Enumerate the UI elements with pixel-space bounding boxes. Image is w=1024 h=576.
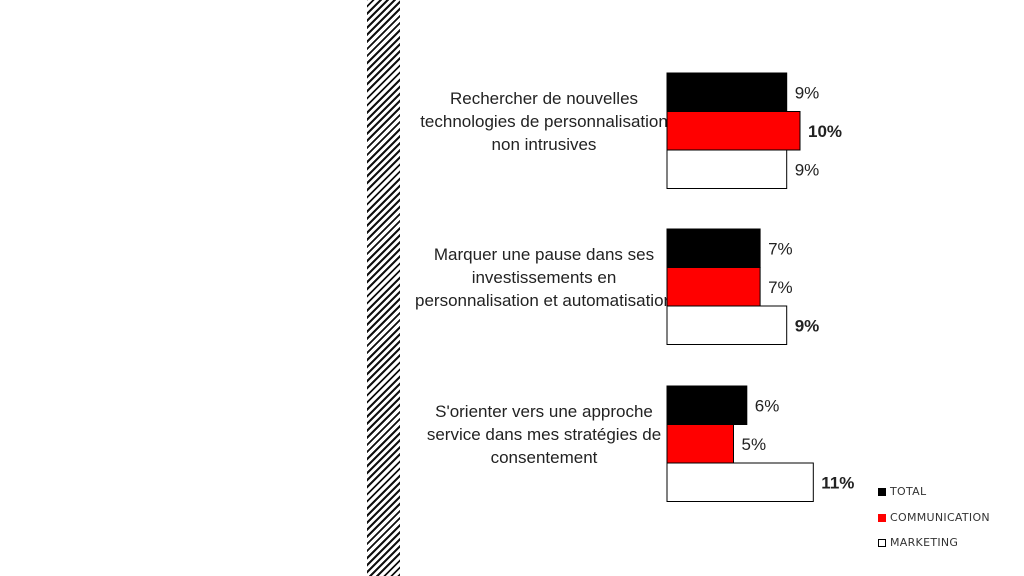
hatched-divider (367, 0, 400, 576)
data-label-total-1: 9% (795, 83, 820, 102)
data-label-communication-3: 5% (742, 435, 767, 454)
data-label-marketing-2: 9% (795, 316, 820, 335)
bar-total-3 (666, 385, 748, 425)
data-label-communication-2: 7% (768, 278, 793, 297)
bar-communication-1 (666, 111, 801, 151)
legend-swatch-marketing (878, 538, 886, 547)
legend-label-total: TOTAL (890, 485, 927, 498)
data-label-marketing-3: 11% (821, 473, 854, 492)
bar-total-2 (666, 228, 761, 268)
legend-item-total: TOTAL (878, 485, 926, 498)
legend-swatch-total (878, 487, 886, 496)
data-label-total-3: 6% (755, 396, 780, 415)
legend-label-communication: COMMUNICATION (890, 511, 990, 524)
category-label-3: S'orienter vers une approche service dan… (426, 402, 662, 467)
legend-item-marketing: MARKETING (878, 536, 958, 549)
bar-marketing-3 (666, 462, 814, 502)
data-label-communication-1: 10% (808, 122, 842, 141)
legend-label-marketing: MARKETING (890, 536, 959, 549)
legend-swatch-communication (878, 513, 886, 522)
bar-marketing-1 (666, 149, 788, 189)
data-label-marketing-1: 9% (795, 160, 820, 179)
bar-total-1 (666, 72, 788, 112)
category-label-1: Rechercher de nouvelles technologies de … (420, 89, 668, 154)
category-label-2: Marquer une pause dans ses investissemen… (415, 245, 673, 310)
bar-marketing-2 (666, 305, 788, 345)
bar-communication-3 (666, 424, 734, 464)
legend-item-communication: COMMUNICATION (878, 511, 990, 524)
bar-communication-2 (666, 267, 761, 307)
data-label-total-2: 7% (768, 239, 793, 258)
